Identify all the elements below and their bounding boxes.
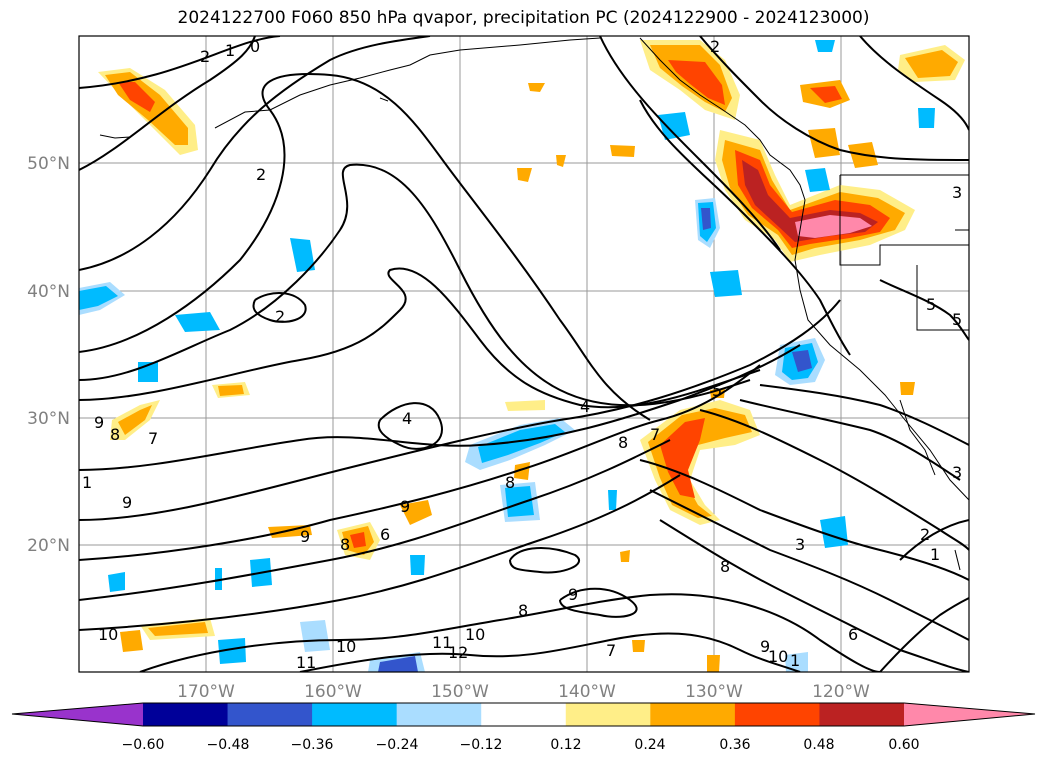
colorbar-cell	[227, 703, 313, 726]
colorbar-cell	[312, 703, 398, 726]
lat-tick-label: 40°N	[27, 282, 70, 302]
contour-label: 9	[94, 413, 104, 432]
contour-label: 5	[926, 295, 936, 314]
colorbar-tick-label: −0.60	[122, 737, 165, 753]
contour-label: 1	[225, 41, 235, 60]
colorbar-tick-label: 0.24	[634, 737, 665, 753]
lat-tick-label: 20°N	[27, 536, 70, 556]
contour-label: 9	[760, 637, 770, 656]
contour-label: 3	[952, 463, 962, 482]
contour-label: 8	[518, 601, 528, 620]
contour-label: 10	[336, 637, 356, 656]
contour-label: 9	[400, 497, 410, 516]
contour-label: 10	[98, 625, 118, 644]
colorbar-tick-label: −0.36	[291, 737, 334, 753]
contour-label: 2	[920, 525, 930, 544]
contour-label: 10	[465, 625, 485, 644]
contour-label: 3	[795, 535, 805, 554]
colorbar-cell	[143, 703, 229, 726]
colorbar: −0.60 −0.48 −0.36 −0.24 −0.12 0.12 0.24 …	[11, 702, 1036, 753]
contour-labels: 2 1 0 2 2 2 4 4 5 8 9 7 1 9 8 8 9 8 6 9 …	[82, 37, 962, 672]
contour-label: 11	[432, 633, 452, 652]
contour-label: 6	[380, 525, 390, 544]
colorbar-tick-label: −0.48	[207, 737, 250, 753]
contour-label: 8	[618, 433, 628, 452]
contour-label: 4	[580, 397, 590, 416]
contour-label: 5	[712, 381, 722, 400]
lat-tick-label: 30°N	[27, 409, 70, 429]
colorbar-cell	[481, 703, 567, 726]
lon-tick-label: 120°W	[812, 682, 870, 702]
contour-label: 8	[720, 557, 730, 576]
contour-label: 7	[650, 425, 660, 444]
contour-label: 9	[568, 585, 578, 604]
colorbar-tick-label: 0.36	[719, 737, 750, 753]
colorbar-outline	[11, 702, 1036, 727]
contour-label: 2	[710, 37, 720, 56]
contour-label: 3	[952, 183, 962, 202]
contour-label: 11	[296, 653, 316, 672]
colorbar-tick-label: −0.24	[376, 737, 419, 753]
lat-tick-labels: 20°N 30°N 40°N 50°N	[27, 154, 70, 556]
colorbar-cell	[819, 703, 905, 726]
colorbar-high-extend	[904, 703, 1035, 726]
contour-label: 9	[300, 527, 310, 546]
contour-label: 2	[275, 307, 285, 326]
contour-label: 6	[848, 625, 858, 644]
contour-label: 4	[402, 409, 412, 428]
contour-label: 8	[110, 425, 120, 444]
colorbar-tick-label: −0.12	[460, 737, 503, 753]
colorbar-tick-labels: −0.60 −0.48 −0.36 −0.24 −0.12 0.12 0.24 …	[122, 737, 920, 753]
lon-tick-label: 160°W	[304, 682, 362, 702]
colorbar-cell	[565, 703, 651, 726]
colorbar-tick-label: 0.48	[803, 737, 834, 753]
contour-label: 8	[340, 535, 350, 554]
precipitation-fills	[79, 40, 965, 672]
colorbar-cell	[734, 703, 820, 726]
lon-tick-label: 150°W	[431, 682, 489, 702]
lon-tick-label: 130°W	[685, 682, 743, 702]
colorbar-low-extend	[12, 703, 143, 726]
colorbar-cell	[396, 703, 482, 726]
contour-label: 10	[768, 647, 788, 666]
lat-tick-label: 50°N	[27, 154, 70, 174]
contour-label: 8	[505, 473, 515, 492]
contour-label: 2	[200, 47, 210, 66]
qvapor-contours	[79, 36, 969, 672]
contour-label: 1	[82, 473, 92, 492]
colorbar-tick-label: 0.60	[888, 737, 919, 753]
lon-tick-label: 170°W	[177, 682, 235, 702]
contour-label: 7	[606, 641, 616, 660]
contour-label: 2	[256, 165, 266, 184]
contour-label: 1	[790, 651, 800, 670]
lon-tick-label: 140°W	[558, 682, 616, 702]
colorbar-tick-label: 0.12	[550, 737, 581, 753]
map-frame	[78, 35, 970, 673]
colorbar-cell	[650, 703, 736, 726]
contour-label: 12	[448, 643, 468, 662]
lon-tick-labels: 170°W 160°W 150°W 140°W 130°W 120°W	[177, 682, 870, 702]
contour-label: 0	[250, 37, 260, 56]
map-title: 2024122700 F060 850 hPa qvapor, precipit…	[177, 8, 870, 28]
contour-label: 7	[148, 429, 158, 448]
contour-label: 9	[122, 493, 132, 512]
contour-label: 5	[952, 310, 962, 329]
contour-label: 1	[930, 545, 940, 564]
